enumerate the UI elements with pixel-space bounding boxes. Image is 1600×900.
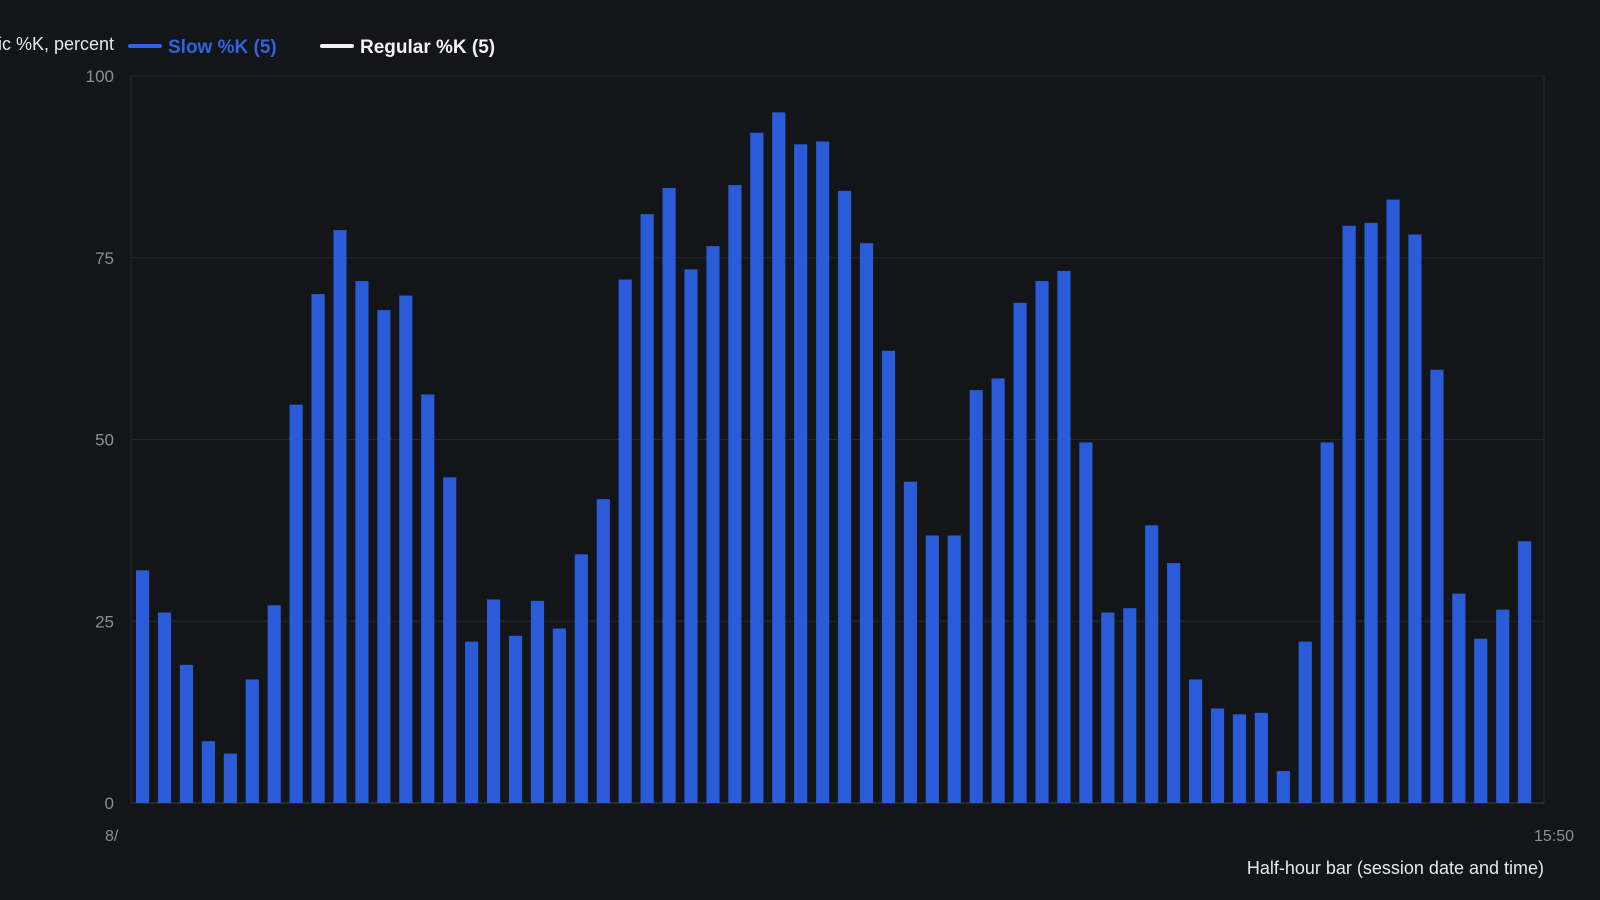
bar bbox=[947, 535, 961, 803]
bar bbox=[684, 269, 698, 803]
bar bbox=[508, 635, 523, 803]
y-tick-label: 100 bbox=[86, 67, 114, 86]
bar bbox=[838, 190, 852, 803]
bar bbox=[794, 144, 808, 804]
bar bbox=[421, 394, 435, 803]
bar bbox=[750, 132, 764, 803]
bar bbox=[267, 605, 281, 803]
bar bbox=[377, 310, 391, 803]
bar bbox=[179, 664, 194, 803]
bar bbox=[903, 481, 917, 803]
bar bbox=[1254, 712, 1268, 803]
bar bbox=[1057, 270, 1071, 804]
bar bbox=[881, 350, 896, 803]
bar bbox=[1386, 199, 1400, 804]
x-tick-label-first: 8/ bbox=[105, 828, 119, 845]
bar bbox=[487, 599, 501, 803]
bar bbox=[596, 499, 610, 803]
bar bbox=[1145, 525, 1159, 803]
y-tick-label: 50 bbox=[95, 431, 114, 450]
bar bbox=[1496, 609, 1510, 803]
bar bbox=[289, 404, 303, 803]
bar bbox=[1210, 708, 1225, 803]
bar bbox=[1474, 638, 1488, 803]
bar bbox=[816, 141, 830, 803]
bar bbox=[1430, 369, 1444, 803]
bar bbox=[136, 570, 150, 803]
y-axis-ticks: 0 25 50 75 100 bbox=[86, 67, 114, 813]
bar bbox=[223, 753, 237, 803]
bar bbox=[157, 612, 172, 803]
bar bbox=[728, 185, 742, 804]
bar bbox=[1013, 302, 1027, 803]
x-axis-ticks: 8/15:50 bbox=[105, 828, 1574, 845]
bar bbox=[1035, 281, 1049, 803]
bar bbox=[1342, 225, 1356, 803]
bar bbox=[640, 214, 654, 803]
bar bbox=[574, 554, 588, 803]
bar bbox=[662, 187, 676, 803]
bar bbox=[925, 535, 939, 803]
bar bbox=[1123, 608, 1137, 803]
bar-series-slow-k bbox=[136, 112, 1532, 804]
bar bbox=[618, 279, 632, 803]
bar bbox=[1079, 442, 1093, 803]
bar bbox=[201, 741, 215, 803]
bar bbox=[1167, 563, 1181, 803]
bar bbox=[1320, 442, 1334, 803]
legend-label-slow-k: Slow %K (5) bbox=[168, 37, 277, 58]
bar bbox=[1232, 714, 1247, 803]
bar bbox=[969, 390, 983, 803]
bar bbox=[859, 243, 874, 803]
bar bbox=[1101, 612, 1115, 803]
bar bbox=[1276, 771, 1290, 803]
x-axis-title: Half-hour bar (session date and time) bbox=[1247, 858, 1544, 878]
bar bbox=[1298, 641, 1312, 803]
legend: Slow %K (5) Regular %K (5) bbox=[128, 37, 495, 58]
bar bbox=[772, 112, 786, 804]
bar bbox=[1364, 222, 1378, 804]
bar bbox=[465, 641, 479, 803]
y-tick-label: 0 bbox=[105, 794, 114, 813]
bar bbox=[530, 600, 545, 803]
bar bbox=[1189, 679, 1203, 803]
bar bbox=[311, 294, 325, 803]
bar bbox=[706, 246, 720, 803]
legend-label-regular-k: Regular %K (5) bbox=[360, 37, 495, 58]
y-axis-title: Stochastic %K, percent bbox=[0, 34, 114, 54]
y-tick-label: 25 bbox=[95, 612, 114, 631]
y-tick-label: 75 bbox=[95, 249, 114, 268]
x-tick-label-last: 15:50 bbox=[1534, 828, 1574, 845]
bar bbox=[399, 295, 413, 803]
bar bbox=[552, 628, 566, 803]
bar bbox=[1518, 541, 1532, 803]
bar bbox=[245, 679, 259, 803]
bar bbox=[1408, 234, 1422, 804]
bar bbox=[1452, 593, 1466, 803]
bar bbox=[443, 477, 457, 803]
bar bbox=[991, 378, 1005, 803]
bar bbox=[355, 281, 369, 803]
bar bbox=[333, 230, 347, 803]
